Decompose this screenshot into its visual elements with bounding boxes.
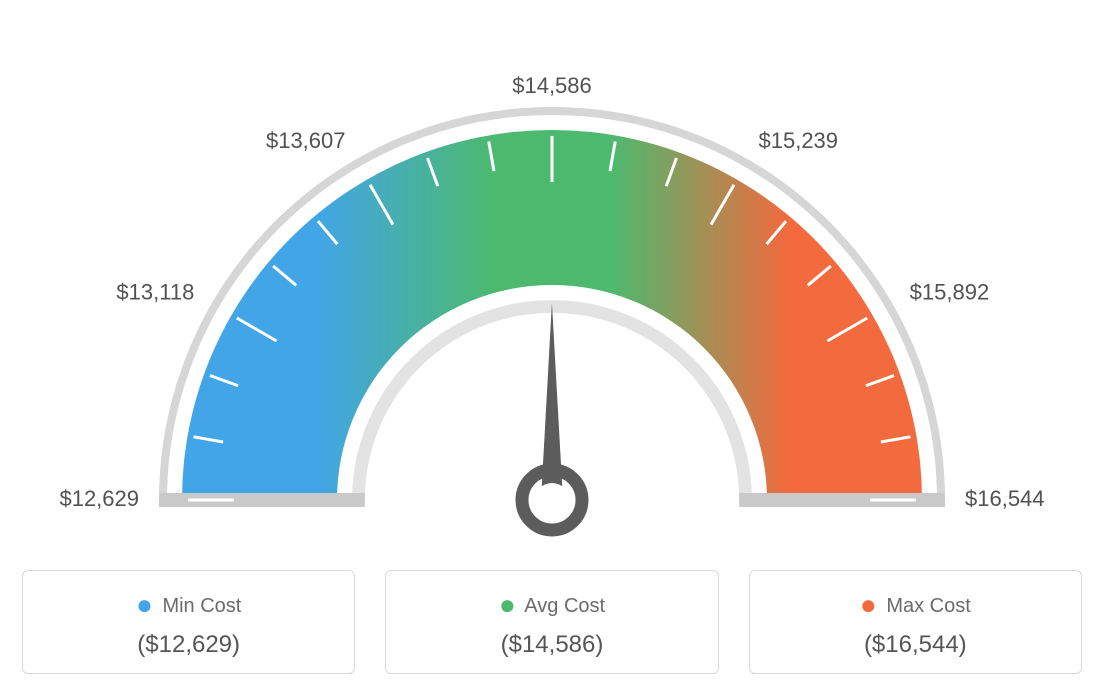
- legend-cards: ● Min Cost ($12,629) ● Avg Cost ($14,586…: [22, 570, 1082, 674]
- gauge-tick-label: $13,118: [116, 279, 194, 304]
- min-cost-label: ● Min Cost: [43, 589, 334, 621]
- avg-cost-card: ● Avg Cost ($14,586): [385, 570, 718, 674]
- gauge-tick-label: $12,629: [59, 486, 139, 511]
- min-cost-value: ($12,629): [43, 631, 334, 659]
- gauge-tick-label: $14,586: [512, 73, 592, 98]
- avg-cost-label-text: Avg Cost: [524, 595, 605, 617]
- max-dot-icon: ●: [860, 589, 877, 620]
- gauge-tick-label: $15,892: [910, 279, 990, 304]
- gauge-tick-label: $15,239: [759, 128, 839, 153]
- max-cost-label: ● Max Cost: [770, 589, 1061, 621]
- gauge-tick-label: $13,607: [266, 128, 346, 153]
- min-dot-icon: ●: [136, 589, 153, 620]
- max-cost-value: ($16,544): [770, 631, 1061, 659]
- gauge-svg: $12,629 $13,118 $13,607 $14,586 $15,239 $15,8…: [22, 20, 1082, 550]
- avg-cost-value: ($14,586): [406, 631, 697, 659]
- max-cost-label-text: Max Cost: [886, 595, 970, 617]
- min-cost-card: ● Min Cost ($12,629): [22, 570, 355, 674]
- min-cost-label-text: Min Cost: [162, 595, 241, 617]
- gauge-chart: $12,629 $13,118 $13,607 $14,586 $15,239 $15,8…: [22, 20, 1082, 550]
- gauge-tick-label: $16,544: [965, 486, 1045, 511]
- max-cost-card: ● Max Cost ($16,544): [749, 570, 1082, 674]
- avg-cost-label: ● Avg Cost: [406, 589, 697, 621]
- avg-dot-icon: ●: [499, 589, 516, 620]
